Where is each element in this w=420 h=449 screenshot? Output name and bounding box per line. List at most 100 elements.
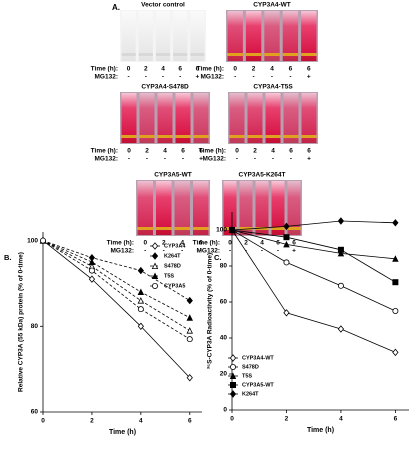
- gel-time: 0: [233, 66, 237, 73]
- gel-band: [255, 227, 269, 230]
- gel-mg-label: MG132:: [111, 248, 134, 255]
- gel-mg: -: [229, 248, 231, 255]
- gel-time: 6: [289, 66, 293, 73]
- gel-time: 6: [289, 148, 293, 155]
- gel-title: Vector control: [141, 2, 185, 9]
- gel-time: 4: [260, 240, 264, 247]
- gel-time: 4: [163, 148, 167, 155]
- gel-title: CYP3A5-K264T: [239, 172, 286, 179]
- gel-time: 2: [145, 148, 149, 155]
- legend-marker: [151, 282, 158, 289]
- gel-time-label: Time (h):: [91, 66, 118, 73]
- gel-title: CYP3A4-T5S: [253, 84, 293, 91]
- gel-mg: -: [253, 74, 255, 81]
- data-point: [337, 217, 345, 225]
- gel-mg: +: [292, 248, 296, 255]
- gel-mg-label: MG132:: [95, 74, 118, 81]
- gel-lane: [137, 181, 153, 235]
- gel-time: 6: [178, 66, 182, 73]
- data-point: [137, 288, 145, 296]
- data-point: [186, 336, 193, 343]
- data-point: [283, 309, 290, 317]
- gel-band: [137, 227, 153, 230]
- y-tick-label: 20: [220, 371, 228, 378]
- legend-label: CYP3A4-WT: [242, 355, 274, 361]
- series-line: [231, 220, 396, 231]
- legend-label: CYP3A5-WT: [242, 382, 274, 388]
- data-point: [283, 234, 290, 241]
- gel-lane: [265, 93, 281, 143]
- x-tick-label: 6: [394, 416, 398, 423]
- gel-mg: +: [196, 74, 200, 81]
- y-tick-label: 100: [27, 237, 38, 244]
- y-tick-label: 80: [31, 323, 39, 330]
- legend-marker: [229, 390, 237, 398]
- gel-time: 2: [252, 66, 256, 73]
- data-point: [137, 322, 144, 331]
- gel-lane: [239, 181, 253, 235]
- gel-time: 4: [180, 240, 184, 247]
- gel-mg-label: MG132:: [95, 156, 118, 163]
- gel-mg: -: [200, 248, 202, 255]
- gel-band: [229, 135, 245, 138]
- gel-mg: -: [261, 248, 263, 255]
- series-line: [231, 229, 396, 312]
- gel-time: 0: [235, 148, 239, 155]
- data-point: [337, 325, 345, 333]
- x-tick-label: 0: [230, 416, 234, 423]
- gel-lane: [139, 93, 155, 143]
- gel-band: [247, 135, 263, 138]
- data-point: [283, 259, 290, 266]
- gel-mg: -: [181, 248, 183, 255]
- gel-time-label: Time (h):: [197, 66, 224, 73]
- legend-label: K264T: [164, 253, 181, 259]
- gel-mg: -: [128, 74, 130, 81]
- gel-band: [174, 227, 190, 230]
- legend-label: S478D: [164, 263, 181, 269]
- gel-time: 6: [199, 148, 203, 155]
- gel-mg: -: [290, 156, 292, 163]
- data-point: [88, 258, 96, 266]
- x-axis-label: Time (h): [109, 429, 136, 436]
- gel-band: [156, 227, 172, 230]
- gel-band: [283, 135, 299, 138]
- gel-time: 4: [161, 66, 165, 73]
- gel-mg: -: [289, 74, 291, 81]
- legend-marker: [229, 381, 236, 388]
- gel-lane: [301, 93, 317, 143]
- gel-time: 2: [162, 240, 166, 247]
- gel-mg-label: MG132:: [203, 156, 226, 163]
- gel-mg-label: MG132:: [201, 74, 224, 81]
- gel-lane: [138, 11, 153, 61]
- data-point: [137, 266, 144, 275]
- gel-mg: -: [145, 74, 147, 81]
- gel-lane: [229, 93, 245, 143]
- gel-band: [157, 135, 173, 138]
- gel-time-label: Time (h):: [91, 148, 118, 155]
- gel-lane: [121, 93, 137, 143]
- gel-mg: -: [182, 156, 184, 163]
- data-point: [392, 279, 399, 286]
- legend-marker: [229, 372, 237, 380]
- data-point: [186, 314, 194, 321]
- legend-label: T5S: [164, 273, 174, 279]
- data-point: [186, 296, 193, 305]
- gel-band: [301, 135, 317, 138]
- gel-lane: [190, 11, 205, 61]
- gel-band: [271, 227, 285, 230]
- y-tick-label: 100: [216, 227, 227, 234]
- gel-time: 6: [307, 66, 311, 73]
- x-tick-label: 2: [285, 416, 289, 423]
- gel-band: [155, 53, 171, 56]
- gel-lane: [223, 181, 237, 235]
- legend-label: K264T: [242, 391, 259, 397]
- legend-label: CYP3A4: [164, 243, 186, 249]
- legend-marker: [151, 242, 159, 250]
- data-point: [186, 373, 193, 382]
- data-point: [392, 348, 399, 357]
- x-tick-label: 2: [90, 418, 94, 425]
- gel-band: [265, 135, 281, 138]
- gel-time: 0: [127, 148, 131, 155]
- gel-band: [193, 227, 209, 230]
